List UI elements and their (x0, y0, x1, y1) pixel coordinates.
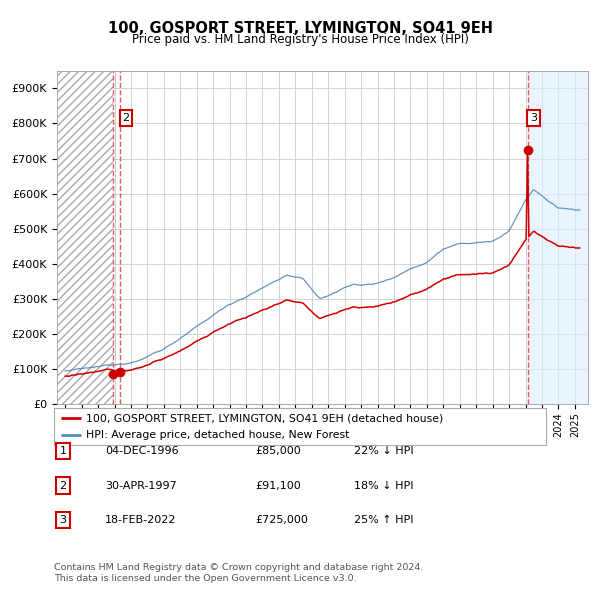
Text: £85,000: £85,000 (255, 447, 301, 456)
Text: 30-APR-1997: 30-APR-1997 (105, 481, 177, 490)
Bar (527, 71, 588, 404)
Text: 18-FEB-2022: 18-FEB-2022 (105, 515, 176, 525)
Text: HPI: Average price, detached house, New Forest: HPI: Average price, detached house, New … (86, 431, 349, 440)
Text: £725,000: £725,000 (255, 515, 308, 525)
Text: Contains HM Land Registry data © Crown copyright and database right 2024.
This d: Contains HM Land Registry data © Crown c… (54, 563, 424, 583)
Text: £91,100: £91,100 (255, 481, 301, 490)
Text: 100, GOSPORT STREET, LYMINGTON, SO41 9EH: 100, GOSPORT STREET, LYMINGTON, SO41 9EH (107, 21, 493, 36)
Text: 2: 2 (122, 113, 130, 123)
Text: 3: 3 (530, 113, 537, 123)
Text: Price paid vs. HM Land Registry's House Price Index (HPI): Price paid vs. HM Land Registry's House … (131, 33, 469, 46)
Text: 22% ↓ HPI: 22% ↓ HPI (354, 447, 413, 456)
Text: 100, GOSPORT STREET, LYMINGTON, SO41 9EH (detached house): 100, GOSPORT STREET, LYMINGTON, SO41 9EH… (86, 414, 443, 423)
Text: 2: 2 (59, 481, 67, 490)
Text: 18% ↓ HPI: 18% ↓ HPI (354, 481, 413, 490)
Bar (57, 71, 113, 404)
Text: 1: 1 (59, 447, 67, 456)
Text: 25% ↑ HPI: 25% ↑ HPI (354, 515, 413, 525)
Text: 3: 3 (59, 515, 67, 525)
Text: 04-DEC-1996: 04-DEC-1996 (105, 447, 179, 456)
